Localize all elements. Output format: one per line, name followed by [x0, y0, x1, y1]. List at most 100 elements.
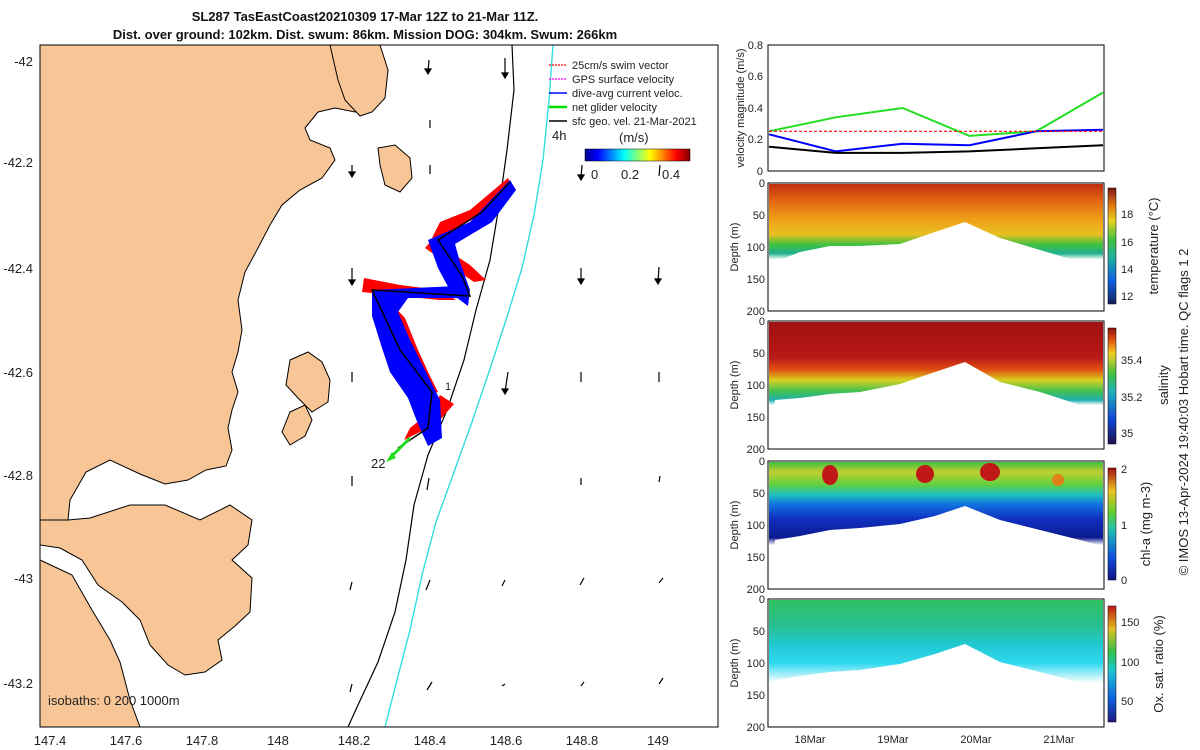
land-peninsula-north: [329, 44, 389, 117]
chl-field: [769, 462, 1103, 588]
oxygen-field: [769, 600, 1103, 726]
waypoint-label-end: 22: [371, 456, 385, 471]
salinity-cbar-tick: 35: [1121, 428, 1133, 440]
tasmania-land: [39, 44, 413, 728]
velocity-panel: 0 0.2 0.4 0.6 0.8 velocity magnitude (m/…: [735, 40, 1105, 178]
legend-swim-vector: 25cm/s swim vector: [549, 60, 669, 72]
time-axis: 18Mar 19Mar 20Mar 21Mar: [794, 734, 1075, 746]
time-label: 4h: [552, 128, 566, 143]
map-y-tick: -43: [14, 571, 33, 586]
geo-arrow: [658, 475, 661, 483]
figure-title-line2: Dist. over ground: 102km. Dist. swum: 86…: [112, 27, 618, 42]
velocity-line-diveavg: [768, 128, 1104, 153]
depth-axis-label: Depth (m): [729, 361, 741, 410]
geo-arrow: [426, 477, 430, 491]
geo-arrow: [576, 164, 586, 182]
chl-panel: [767, 460, 1105, 590]
map-x-tick: 148.8: [566, 733, 599, 748]
depth-tick: 150: [747, 412, 765, 424]
depth-tick: 50: [753, 626, 765, 638]
map-x-tick: 148.6: [490, 733, 523, 748]
temperature-cbar-tick: 12: [1121, 291, 1133, 303]
depth-tick: 50: [753, 210, 765, 222]
velocity-frame: [767, 44, 1105, 172]
map-x-tick: 148.2: [338, 733, 371, 748]
time-tick: 21Mar: [1043, 734, 1075, 746]
depth-tick: 100: [747, 380, 765, 392]
depth-tick: 200: [747, 444, 765, 456]
geo-arrow: [658, 164, 661, 177]
velocity-y-tick: 0.6: [748, 71, 763, 83]
chl-colorbar: [1107, 467, 1117, 581]
geo-arrow: [653, 266, 663, 286]
map-x-tick: 149: [647, 733, 669, 748]
geo-arrow: [579, 577, 585, 586]
depth-tick: 100: [747, 520, 765, 532]
depth-axis-label: Depth (m): [729, 223, 741, 272]
map-y-tick: -42.4: [3, 261, 33, 276]
temperature-cbar-tick: 18: [1121, 209, 1133, 221]
net-velocity-arrowhead: [386, 452, 396, 462]
geo-arrow: [349, 683, 353, 693]
geo-arrow: [347, 165, 357, 179]
chl-patch: [980, 463, 1000, 481]
map-x-tick: 148: [267, 733, 289, 748]
geo-arrow: [500, 371, 510, 396]
salinity-cbar-tick: 35.2: [1121, 392, 1142, 404]
geo-arrow: [501, 683, 506, 687]
map-y-tick: -42.6: [3, 365, 33, 380]
geo-arrow: [658, 677, 664, 685]
salinity-cbar-label: salinity: [1156, 365, 1171, 405]
depth-tick: 200: [747, 306, 765, 318]
temperature-cbar-tick: 16: [1121, 237, 1133, 249]
oxygen-cbar-tick: 50: [1121, 696, 1133, 708]
temperature-field: [769, 184, 1103, 310]
geo-arrow: [501, 579, 506, 587]
legend-dive-avg: dive-avg current veloc.: [549, 88, 683, 100]
chl-cbar-label: chl-a (mg m-3): [1138, 482, 1153, 567]
chl-cbar-tick: 2: [1121, 464, 1127, 476]
depth-tick: 150: [747, 690, 765, 702]
velocity-line-net: [768, 91, 1104, 137]
geo-arrow: [347, 268, 357, 287]
velocity-y-tick: 0.4: [748, 103, 763, 115]
velocity-y-axis: 0 0.2 0.4 0.6 0.8: [748, 40, 763, 178]
geo-arrow: [576, 268, 586, 286]
land-maria-south: [281, 404, 313, 446]
colorbar-tick-1: 0.2: [621, 167, 639, 182]
geo-arrow: [580, 681, 585, 687]
velocity-ylabel: velocity magnitude (m/s): [735, 48, 747, 167]
map-y-tick: -42: [14, 54, 33, 69]
salinity-field: [769, 322, 1103, 448]
legend-label-net: net glider velocity: [572, 102, 657, 114]
legend-gps-velocity: GPS surface velocity: [549, 74, 675, 86]
map-y-tick: -42.8: [3, 468, 33, 483]
isobath-legend: isobaths: 0 200 1000m: [48, 693, 180, 708]
isobath-1000m: [384, 44, 554, 728]
depth-tick: 0: [759, 456, 765, 468]
chl-maxima: [822, 463, 1064, 486]
map-x-tick: 147.4: [34, 733, 67, 748]
waypoint-label-start: 1: [445, 381, 451, 393]
map-frame: [39, 44, 719, 728]
time-tick: 20Mar: [960, 734, 992, 746]
temperature-colorbar: [1107, 187, 1117, 305]
land-schouten: [377, 144, 413, 193]
map-x-tick: 147.6: [110, 733, 143, 748]
depth-tick: 0: [759, 316, 765, 328]
colorbar-tick-0: 0: [591, 167, 598, 182]
geo-arrow: [425, 579, 431, 591]
legend-net-velocity: net glider velocity: [549, 102, 657, 114]
map-y-tick: -43.2: [3, 676, 33, 691]
oxygen-cbar-label: Ox. sat. ratio (%): [1151, 615, 1166, 713]
velocity-y-tick: 0.2: [748, 134, 763, 146]
depth-axes: 0 50 100 150 200 Depth (m) 0 50 100 150 200 Depth (…: [729, 178, 765, 734]
map-x-axis: 147.4 147.6 147.8 148 148.2 148.4 148.6 …: [34, 733, 669, 748]
depth-tick: 200: [747, 722, 765, 734]
chl-cbar-tick: 1: [1121, 520, 1127, 532]
oxygen-panel: [767, 598, 1105, 728]
depth-tick: 150: [747, 274, 765, 286]
geo-arrow: [423, 59, 433, 76]
legend-label-dive-avg: dive-avg current veloc.: [572, 88, 683, 100]
